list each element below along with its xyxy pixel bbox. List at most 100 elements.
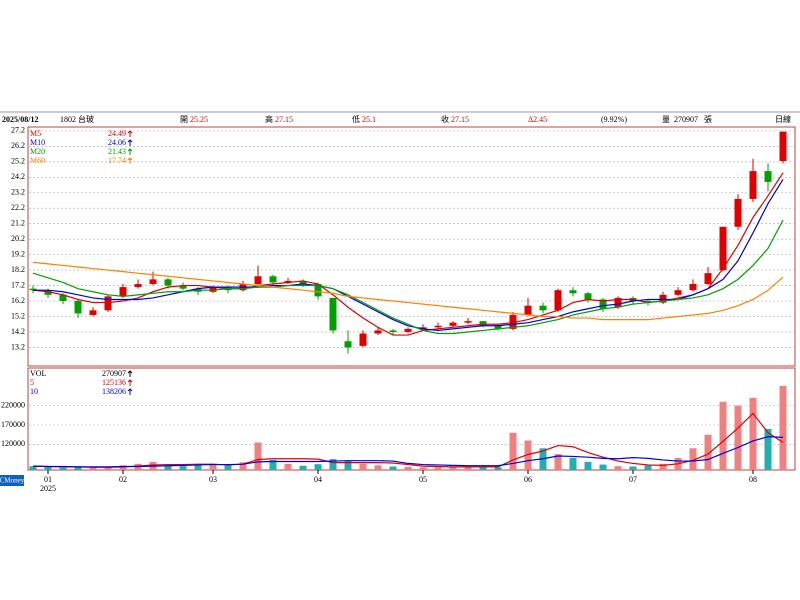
low-label: 低 xyxy=(352,114,360,124)
volume-bar xyxy=(779,385,787,470)
brand: CMoney xyxy=(0,477,25,485)
volume-bar xyxy=(209,463,217,470)
candle-body xyxy=(554,290,562,311)
legend-arrow xyxy=(127,148,133,155)
y-tick-label: 20.2 xyxy=(11,234,25,243)
candle-body xyxy=(734,198,742,227)
high-label: 高 xyxy=(265,114,273,124)
ma-line xyxy=(32,219,784,335)
candle-body xyxy=(614,297,622,308)
candle-body xyxy=(419,327,427,329)
volume-bar xyxy=(359,463,367,470)
volume-bar xyxy=(224,464,232,470)
legend-arrow xyxy=(127,130,133,137)
volume-bar xyxy=(479,466,487,470)
candle-body xyxy=(284,280,292,283)
y-tick-label: 17.2 xyxy=(11,280,25,289)
y-tick-label: 21.2 xyxy=(11,219,25,228)
legend-value: 125136 xyxy=(102,378,126,387)
period: 日線 xyxy=(775,114,791,124)
volume-bar xyxy=(194,464,202,470)
x-tick-label: 02 xyxy=(119,475,127,484)
volume-bar xyxy=(419,467,427,470)
candle-body xyxy=(299,280,307,285)
legend-name: M20 xyxy=(30,147,45,156)
x-tick-label: 07 xyxy=(629,475,637,484)
y-tick-label: 19.2 xyxy=(11,249,25,258)
candle-body xyxy=(44,290,52,295)
volume-bar xyxy=(764,428,772,470)
legend-name: 5 xyxy=(30,378,34,387)
volume-bar xyxy=(269,459,277,470)
volume-bar xyxy=(719,401,727,470)
volume-label: 量 xyxy=(662,115,670,124)
date: 2025/08/12 xyxy=(2,115,38,124)
volume-bar xyxy=(569,457,577,470)
volume-bar xyxy=(329,459,337,470)
legend-arrow xyxy=(127,139,133,146)
candle-body xyxy=(119,287,127,297)
low: 25.1 xyxy=(362,115,376,124)
change-pct: (9.92%) xyxy=(601,115,627,124)
ma-line xyxy=(32,261,784,321)
legend-value: 270907 xyxy=(102,369,126,378)
candle-body xyxy=(314,284,322,297)
legend-arrow xyxy=(127,379,133,386)
candle-body xyxy=(749,171,757,199)
y-tick-label: 24.2 xyxy=(11,172,25,181)
volume-ma-line xyxy=(32,436,784,468)
candle-body xyxy=(149,279,157,285)
volume-bar xyxy=(749,397,757,470)
candle-body xyxy=(569,290,577,294)
candle-body xyxy=(74,301,82,314)
candle-body xyxy=(29,288,37,291)
legend-name: M60 xyxy=(30,156,45,165)
candle-body xyxy=(584,293,592,300)
legend-arrow xyxy=(127,370,133,377)
candle-body xyxy=(779,131,787,162)
open-label: 開 xyxy=(180,115,188,124)
x-tick-label: 06 xyxy=(524,475,532,484)
legend-name: M5 xyxy=(30,129,41,138)
candle-body xyxy=(674,290,682,295)
y-tick-label: 13.2 xyxy=(11,342,25,351)
volume-bar xyxy=(44,466,52,470)
y-tick-label: 16.2 xyxy=(11,296,25,305)
candle-body xyxy=(464,321,472,323)
candle-body xyxy=(179,285,187,289)
legend-value: 138206 xyxy=(102,387,126,396)
volume-bar xyxy=(644,465,652,470)
volume-bar xyxy=(404,466,412,470)
candle-body xyxy=(494,325,502,329)
volume-bar xyxy=(689,448,697,470)
candle-body xyxy=(479,321,487,326)
close-label: 收 xyxy=(441,114,449,124)
candle-body xyxy=(449,322,457,326)
x-year-label: 2025 xyxy=(40,484,56,493)
close: 27.15 xyxy=(451,115,469,124)
volume-bar xyxy=(599,464,607,470)
candle-body xyxy=(329,297,337,331)
x-tick-label: 08 xyxy=(749,475,757,484)
y-tick-label: 15.2 xyxy=(11,311,25,320)
volume-bar xyxy=(659,463,667,470)
candle-body xyxy=(719,226,727,271)
candle-body xyxy=(209,287,217,292)
volume-bar xyxy=(449,466,457,470)
y-tick-label: 23.2 xyxy=(11,188,25,197)
volume-bar xyxy=(239,462,247,470)
candle-body xyxy=(164,279,172,286)
y-tick-label: 120000 xyxy=(1,439,25,448)
volume-unit: 張 xyxy=(704,115,712,124)
candle-body xyxy=(254,276,262,285)
candle-body xyxy=(389,330,397,332)
candle-body xyxy=(59,294,67,302)
candle-body xyxy=(659,294,667,303)
legend-value: 24.06 xyxy=(108,138,126,147)
volume-bar xyxy=(299,465,307,470)
volume-bar xyxy=(179,466,187,470)
legend-value: 17.74 xyxy=(108,156,126,165)
volume-bar xyxy=(464,466,472,470)
candle-body xyxy=(704,273,712,285)
y-tick-label: 18.2 xyxy=(11,265,25,274)
